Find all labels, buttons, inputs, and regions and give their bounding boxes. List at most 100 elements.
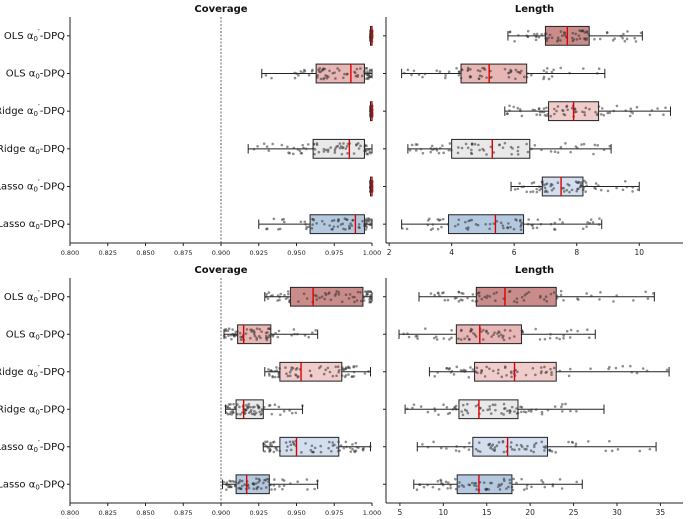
data-point <box>429 228 433 232</box>
data-point <box>582 142 586 146</box>
data-point <box>266 297 270 300</box>
data-point <box>232 402 235 406</box>
data-point <box>429 150 433 154</box>
data-point <box>341 146 345 149</box>
data-point <box>477 441 481 444</box>
data-point <box>415 488 419 491</box>
data-point <box>530 485 533 489</box>
data-point <box>624 109 628 112</box>
data-point <box>236 403 239 406</box>
data-point <box>533 108 537 112</box>
data-point <box>478 294 481 298</box>
data-point <box>506 112 509 115</box>
data-point <box>305 478 309 481</box>
data-point <box>584 190 587 193</box>
data-point <box>234 334 237 337</box>
data-point <box>226 406 229 410</box>
data-point <box>291 152 295 156</box>
data-point <box>487 443 490 447</box>
data-point <box>493 446 497 449</box>
data-point <box>367 220 371 223</box>
data-point <box>365 226 369 229</box>
x-tick-label: 5 <box>398 508 403 517</box>
data-point <box>290 411 294 415</box>
data-point <box>553 228 557 231</box>
data-point <box>335 145 338 148</box>
data-point <box>451 408 455 411</box>
data-point <box>364 290 367 293</box>
data-point <box>574 180 578 184</box>
data-point <box>337 369 341 372</box>
data-point <box>466 69 470 72</box>
data-point <box>316 76 319 79</box>
data-point <box>263 450 266 453</box>
data-point <box>270 76 273 80</box>
data-point <box>501 224 505 227</box>
data-point <box>510 448 514 451</box>
data-point <box>586 328 589 332</box>
x-tick-label: 8 <box>574 248 579 257</box>
data-point <box>277 329 281 333</box>
data-point <box>335 446 339 449</box>
data-point <box>281 478 284 481</box>
data-point <box>577 180 581 184</box>
data-point <box>441 483 445 487</box>
data-point <box>580 143 583 146</box>
data-point <box>522 299 526 302</box>
data-point <box>531 190 535 193</box>
data-point <box>540 33 544 36</box>
data-point <box>516 149 520 153</box>
data-point <box>520 295 524 299</box>
data-point <box>247 486 251 490</box>
data-point <box>496 371 500 375</box>
data-point <box>493 449 496 453</box>
data-point <box>233 406 237 409</box>
box-3 <box>383 361 670 382</box>
data-point <box>450 336 453 340</box>
data-point <box>540 479 543 482</box>
data-point <box>540 148 543 152</box>
data-point <box>518 219 522 223</box>
data-point <box>339 223 343 226</box>
data-point <box>439 479 443 483</box>
data-point <box>299 151 303 155</box>
data-point <box>326 366 330 370</box>
data-point <box>282 409 286 413</box>
data-point <box>267 335 271 339</box>
data-point <box>369 109 372 113</box>
data-point <box>561 108 564 112</box>
data-point <box>445 447 448 450</box>
data-point <box>486 294 489 297</box>
data-point <box>228 485 231 489</box>
data-point <box>342 76 345 80</box>
data-point <box>507 75 511 79</box>
data-point <box>487 488 491 491</box>
data-point <box>629 364 632 368</box>
data-point <box>454 449 458 452</box>
data-point <box>331 441 334 444</box>
data-point <box>546 408 550 412</box>
data-point <box>535 32 539 36</box>
data-point <box>455 365 459 369</box>
data-point <box>437 151 441 155</box>
data-point <box>265 145 269 148</box>
data-point <box>360 74 364 78</box>
data-point <box>486 332 490 335</box>
data-point <box>278 485 281 488</box>
data-point <box>525 292 529 295</box>
data-point <box>524 411 528 414</box>
data-point <box>346 142 350 146</box>
data-point <box>322 147 326 151</box>
data-point <box>293 71 297 75</box>
data-point <box>263 443 266 446</box>
x-tick-label: 0.850 <box>136 249 155 257</box>
data-point <box>569 150 572 154</box>
data-point <box>516 145 520 149</box>
data-point <box>547 36 550 40</box>
data-point <box>526 222 530 226</box>
data-point <box>313 152 316 156</box>
data-point <box>277 405 281 409</box>
box-5 <box>383 176 640 197</box>
data-point <box>419 147 423 151</box>
